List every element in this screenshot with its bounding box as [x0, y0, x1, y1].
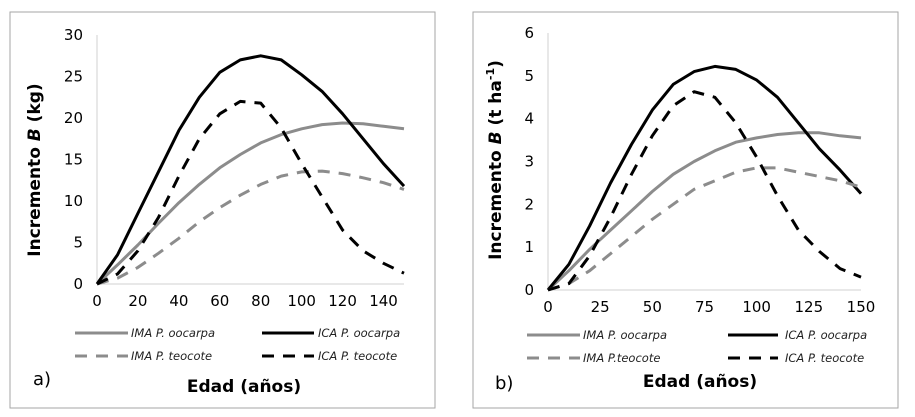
x-axis-label: Edad (años)	[643, 372, 757, 392]
y-axis-label-text: Incremento	[25, 141, 45, 257]
y-tick-label: 25	[64, 68, 83, 86]
y-axis-label-unit: (kg)	[25, 83, 45, 128]
y-axis-label: Incremento B (kg)	[25, 83, 45, 256]
legend-label: ICA P. teocote	[785, 351, 864, 365]
y-axis-label: Incremento B (t ha-1)	[484, 60, 506, 260]
x-tick-label: 75	[695, 298, 714, 316]
y-tick-label: 0	[73, 275, 83, 293]
panel-a: 0 5 10 15 20 25 30 0 20 40 60 80 100 120 140 Incremento…	[9, 11, 436, 409]
x-tick-label: 40	[169, 292, 188, 310]
panel-label: a)	[33, 369, 51, 390]
x-tick-label: 120	[328, 292, 357, 310]
y-tick-label: 30	[64, 26, 83, 44]
y-tick-label: 5	[73, 234, 83, 252]
y-axis-label-var: B	[486, 131, 506, 144]
legend-label: IMA P. oocarpa	[131, 326, 215, 340]
x-tick-label: 80	[251, 292, 270, 310]
series-line-ica-p-oocarpa	[546, 64, 863, 291]
series-line-ima-p-oocarpa	[546, 131, 862, 292]
legend-label: IMA P.teocote	[583, 351, 660, 365]
x-tick-label: 20	[128, 292, 147, 310]
x-tick-label: 140	[369, 292, 398, 310]
panel-label: b)	[495, 373, 513, 394]
series-line-ica-p-teocote	[96, 99, 405, 286]
x-tick-label: 100	[287, 292, 316, 310]
series-line-ica-p-oocarpa	[95, 54, 406, 285]
x-tick-label: 0	[92, 292, 102, 310]
x-tick-label: 100	[742, 298, 771, 316]
x-tick-label: 25	[591, 298, 610, 316]
y-tick-label: 6	[524, 24, 534, 42]
y-tick-label: 0	[524, 281, 534, 299]
y-axis-label-text: Incremento	[486, 144, 506, 260]
legend-label: IMA P. teocote	[131, 349, 212, 363]
legend-label: ICA P. oocarpa	[318, 326, 400, 340]
x-tick-label: 150	[847, 298, 876, 316]
y-axis-label-var: B	[25, 128, 45, 141]
x-tick-label: 50	[643, 298, 662, 316]
y-tick-label: 10	[64, 192, 83, 210]
y-tick-label: 1	[524, 238, 534, 256]
y-axis-label-close: )	[486, 60, 506, 68]
legend-label: ICA P. teocote	[318, 349, 397, 363]
panel-border	[472, 11, 899, 409]
y-tick-label: 20	[64, 109, 83, 127]
y-axis-label-unit: (t ha	[486, 80, 506, 131]
x-tick-label: 0	[543, 298, 553, 316]
panel-b: 0 1 2 3 4 5 6 0 25 50 75 100 125 150 Incremento B (t h…	[472, 11, 899, 409]
legend-label: IMA P. oocarpa	[583, 328, 667, 342]
x-tick-label: 60	[210, 292, 229, 310]
y-tick-label: 15	[64, 151, 83, 169]
y-tick-label: 3	[524, 153, 534, 171]
series-line-ica-p-teocote	[547, 90, 862, 292]
series-line-ima-p-teocote	[547, 166, 862, 292]
y-tick-label: 2	[524, 195, 534, 213]
legend-label: ICA P. oocarpa	[785, 328, 867, 342]
y-axis-label-sup: -1	[484, 68, 497, 80]
x-tick-label: 125	[795, 298, 824, 316]
y-tick-label: 5	[524, 67, 534, 85]
panel-border	[9, 11, 436, 409]
x-axis-label: Edad (años)	[187, 377, 301, 397]
y-tick-label: 4	[524, 110, 534, 128]
